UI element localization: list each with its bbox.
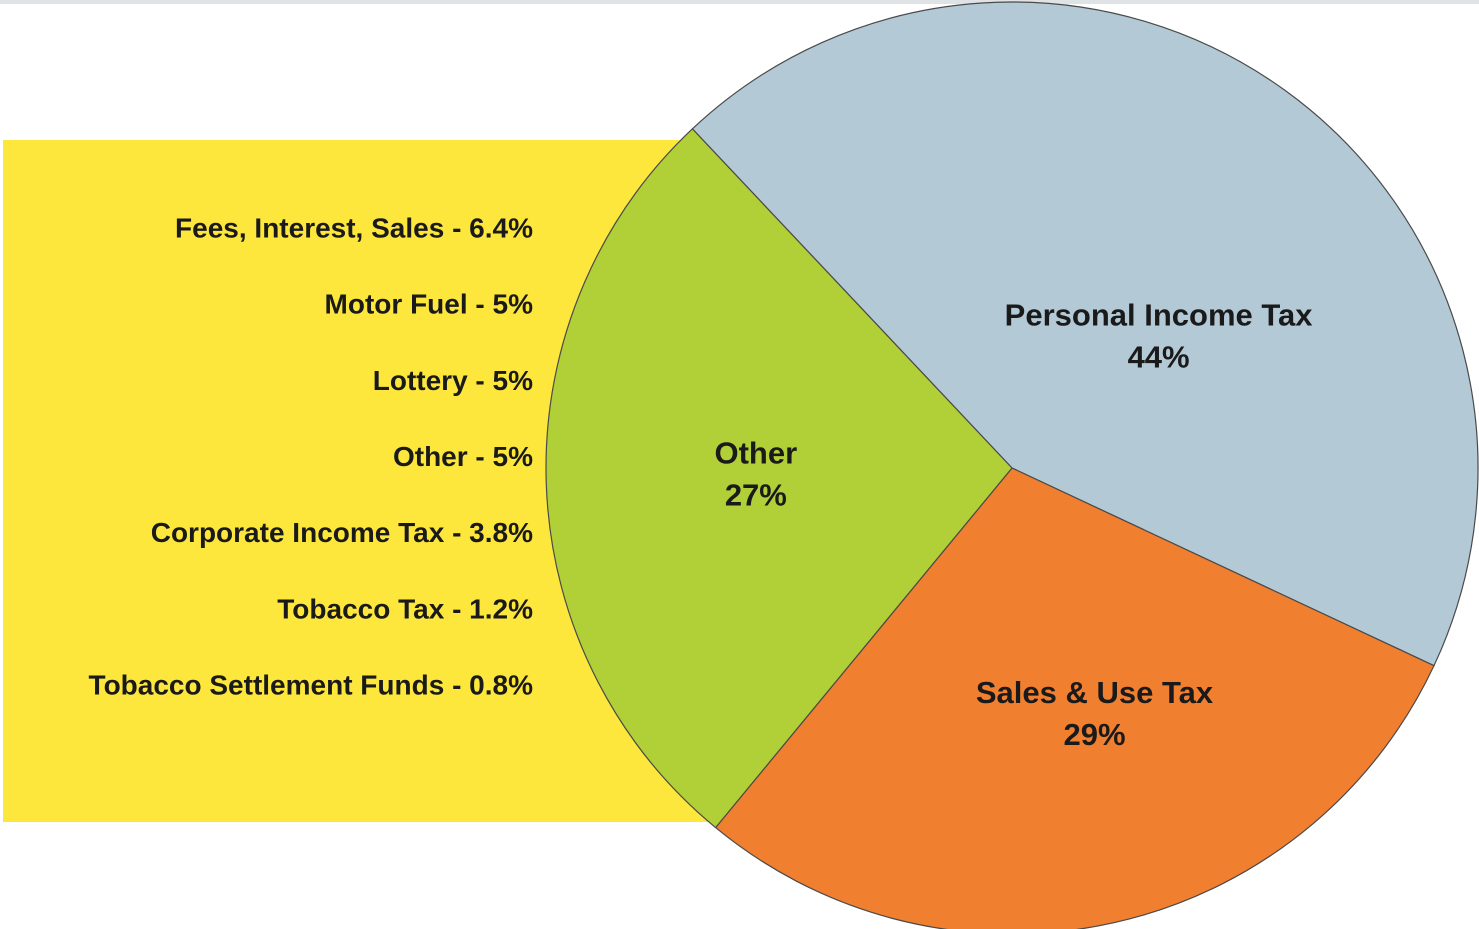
pie-slice (691, 1, 1479, 667)
slice-value: 44% (1128, 340, 1190, 375)
top-strip (0, 0, 1479, 4)
breakdown-list: Fees, Interest, Sales - 6.4% Motor Fuel -… (89, 212, 534, 700)
slice-value: 29% (1063, 717, 1125, 752)
breakdown-item: Tobacco Tax - 1.2% (277, 593, 533, 624)
slice-name: Other (714, 436, 797, 471)
pie-slice (545, 128, 1013, 829)
breakdown-item: Corporate Income Tax - 3.8% (151, 517, 533, 548)
breakdown-item: Motor Fuel - 5% (325, 289, 534, 320)
breakdown-item: Tobacco Settlement Funds - 0.8% (89, 670, 534, 701)
pie-slice (714, 467, 1435, 929)
slice-name: Personal Income Tax (1005, 298, 1314, 333)
slice-name: Sales & Use Tax (976, 675, 1214, 710)
breakdown-item: Fees, Interest, Sales - 6.4% (175, 212, 533, 243)
breakdown-item: Other - 5% (393, 441, 533, 472)
slice-value: 27% (725, 478, 787, 513)
pie: Personal Income Tax 44% Sales & Use Tax 29%… (545, 1, 1479, 929)
breakdown-item: Lottery - 5% (373, 365, 533, 396)
